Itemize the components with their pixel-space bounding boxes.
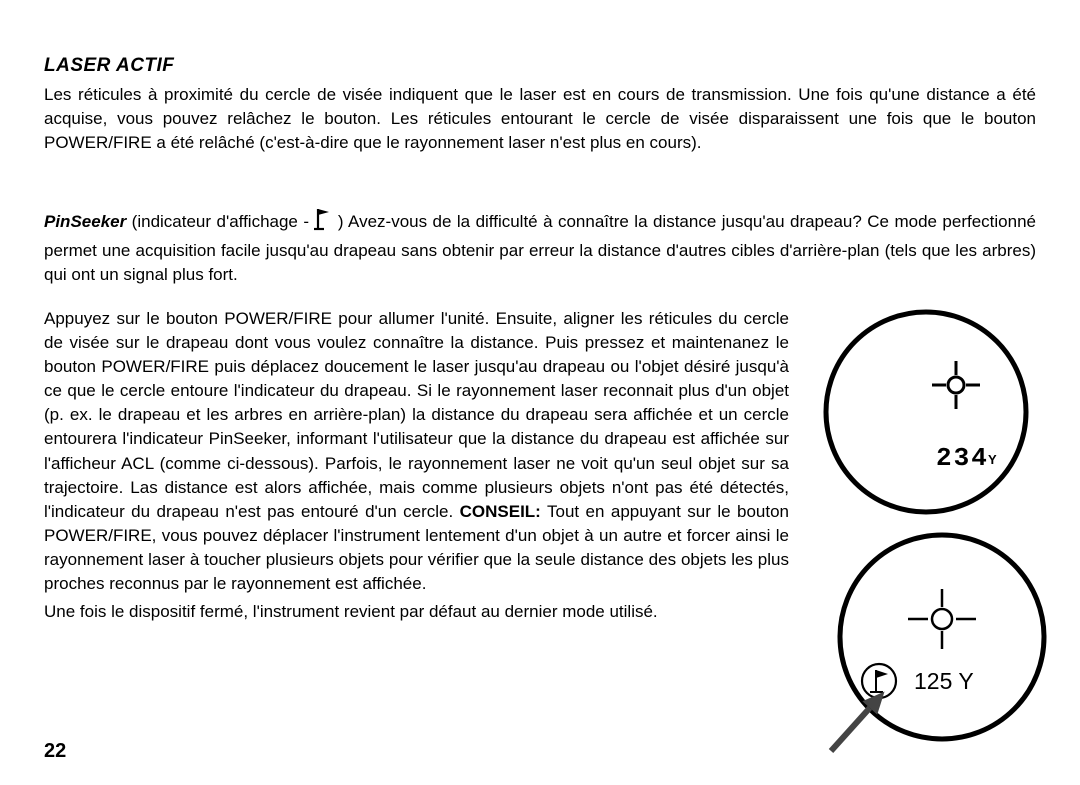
pinseeker-intro-paragraph: PinSeeker (indicateur d'affichage - ) Av… bbox=[44, 207, 1036, 286]
conseil-label: CONSEIL: bbox=[460, 502, 541, 521]
section-heading: LASER ACTIF bbox=[44, 55, 1036, 77]
laser-actif-paragraph: Les réticules à proximité du cercle de v… bbox=[44, 83, 1036, 155]
pinseeker-details-a: Appuyez sur le bouton POWER/FIRE pour al… bbox=[44, 309, 789, 521]
scope-diagram-2: 125 Y bbox=[819, 529, 1034, 744]
scope-diagram-1: 234 Y bbox=[821, 307, 1031, 517]
pinseeker-text-a: (indicateur d'affichage - bbox=[126, 212, 314, 231]
page-number: 22 bbox=[44, 740, 66, 763]
flag-icon bbox=[314, 207, 332, 238]
pinseeker-label: PinSeeker bbox=[44, 212, 126, 231]
body-with-figures: Appuyez sur le bouton POWER/FIRE pour al… bbox=[44, 307, 1036, 625]
pinseeker-details-paragraph: Appuyez sur le bouton POWER/FIRE pour al… bbox=[44, 307, 789, 597]
scope1-unit: Y bbox=[988, 452, 997, 467]
scope-figures: 234 Y bbox=[801, 307, 1036, 744]
closing-paragraph: Une fois le dispositif fermé, l'instrume… bbox=[44, 600, 789, 624]
manual-page: LASER ACTIF Les réticules à proximité du… bbox=[0, 0, 1080, 785]
scope2-distance-text: 125 Y bbox=[914, 668, 974, 694]
scope1-distance-text: 234 bbox=[936, 443, 989, 473]
